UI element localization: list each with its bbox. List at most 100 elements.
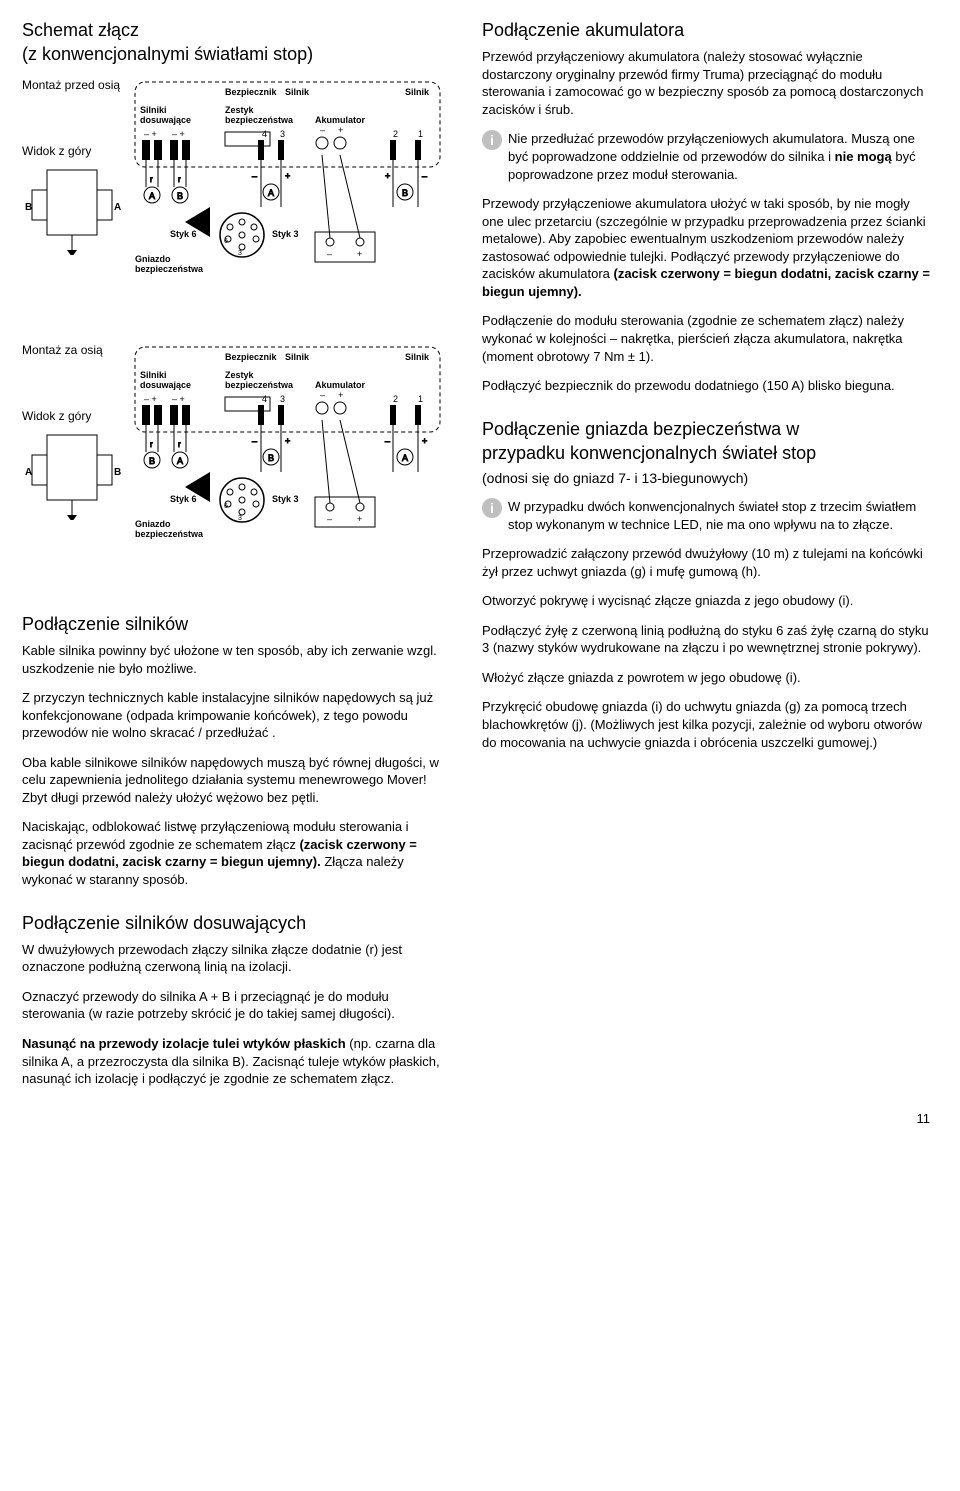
p-ak-4: Podłączyć bezpiecznik do przewodu dodatn… xyxy=(482,377,930,395)
svg-text:A: A xyxy=(268,188,274,198)
svg-text:4: 4 xyxy=(262,129,267,139)
note-ak-b: nie mogą xyxy=(835,149,892,164)
svg-text:r: r xyxy=(178,175,181,184)
svg-text:2: 2 xyxy=(393,394,398,404)
svg-text:bezpieczeństwa: bezpieczeństwa xyxy=(135,529,204,539)
terminals-row: – + – + 43 –+ 21 xyxy=(142,125,423,160)
p-ak-3: Podłączenie do modułu sterowania (zgodni… xyxy=(482,312,930,365)
svg-text:A: A xyxy=(149,191,155,201)
p-dos-3a: Nasunąć na przewody izolacje tulei wtykó… xyxy=(22,1036,346,1051)
sec-dosuw: Podłączenie silników dosuwających xyxy=(22,911,452,935)
diagram-1: Montaż przed osią Widok z góry Bezpieczn… xyxy=(22,77,452,325)
note-akum: i Nie przedłużać przewodów przyłączeniow… xyxy=(482,130,930,183)
svg-text:r: r xyxy=(178,440,181,449)
p-gn-3: Podłączyć żyłę z czerwoną linią podłużną… xyxy=(482,622,930,657)
svg-text:A: A xyxy=(402,453,408,463)
svg-text:– +: – + xyxy=(172,394,185,404)
p-sil-1: Kable silnika powinny być ułożone w ten … xyxy=(22,642,452,677)
t1-l1: Schemat złącz xyxy=(22,20,139,40)
svg-text:– +: – + xyxy=(144,394,157,404)
svg-text:A: A xyxy=(25,467,32,478)
lbl-zb1: Zestyk xyxy=(225,105,255,115)
battery-icon xyxy=(315,232,375,262)
diagram-2-svg: Bezpiecznik Silnik Silnik Silniki dosuwa… xyxy=(130,342,450,572)
svg-text:B: B xyxy=(177,191,183,201)
lbl-sd2: dosuwające xyxy=(140,115,191,125)
diagram-1-svg: Bezpiecznik Silnik Silnik Silniki dosuwa… xyxy=(130,77,450,307)
svg-text:3: 3 xyxy=(280,129,285,139)
p-dos-3: Nasunąć na przewody izolacje tulei wtykó… xyxy=(22,1035,452,1088)
svg-text:dosuwające: dosuwające xyxy=(140,380,191,390)
svg-text:+: + xyxy=(285,436,290,446)
svg-text:r: r xyxy=(150,440,153,449)
p-ak-1: Przewód przyłączeniowy akumulatora (nale… xyxy=(482,48,930,118)
p-gn-2: Otworzyć pokrywę i wycisnąć złącze gniaz… xyxy=(482,592,930,610)
svg-text:1: 1 xyxy=(418,129,423,139)
svg-text:2: 2 xyxy=(393,129,398,139)
svg-text:B: B xyxy=(114,467,121,478)
d1-view: Widok z góry xyxy=(22,143,122,159)
svg-text:1: 1 xyxy=(418,394,423,404)
svg-text:3: 3 xyxy=(280,394,285,404)
lbl-silnik2: Silnik xyxy=(405,87,430,97)
d2-view: Widok z góry xyxy=(22,408,122,424)
t1-l2: (z konwencjonalnymi światłami stop) xyxy=(22,44,313,64)
svg-text:6: 6 xyxy=(224,503,228,510)
svg-text:3: 3 xyxy=(238,250,242,257)
lbl-gn1: Gniazdo xyxy=(135,254,171,264)
info-icon: i xyxy=(482,130,502,150)
svg-text:Bezpiecznik: Bezpiecznik xyxy=(225,352,278,362)
svg-text:+: + xyxy=(385,171,390,181)
sec-silnikow: Podłączenie silników xyxy=(22,612,452,636)
info-icon: i xyxy=(482,498,502,518)
svg-text:Silniki: Silniki xyxy=(140,370,167,380)
svg-text:–: – xyxy=(252,436,257,446)
svg-text:– +: – + xyxy=(172,129,185,139)
svg-text:+: + xyxy=(357,249,362,259)
svg-text:+: + xyxy=(338,125,343,135)
sec-gniazdo: Podłączenie gniazda bezpieczeństwa w prz… xyxy=(482,417,930,466)
svg-text:+: + xyxy=(338,390,343,400)
note-gniazdo: i W przypadku dwóch konwencjonalnych świ… xyxy=(482,498,930,533)
svg-text:–: – xyxy=(327,249,332,259)
p-sil-3: Oba kable silnikowe silników napędowych … xyxy=(22,754,452,807)
svg-text:–: – xyxy=(422,171,427,181)
svg-text:4: 4 xyxy=(262,394,267,404)
svg-text:Styk 6: Styk 6 xyxy=(170,494,197,504)
sg-l2: przypadku konwencjonalnych świateł stop xyxy=(482,443,816,463)
lbl-akum: Akumulator xyxy=(315,115,366,125)
svg-text:–: – xyxy=(252,171,257,181)
svg-text:3: 3 xyxy=(238,515,242,522)
p-gn-5: Przykręcić obudowę gniazda (i) do uchwyt… xyxy=(482,698,930,751)
p-sil-4: Naciskając, odblokować listwę przyłączen… xyxy=(22,818,452,888)
svg-text:bezpieczeństwa: bezpieczeństwa xyxy=(225,380,294,390)
socket-icon: 63 xyxy=(220,213,264,257)
svg-text:6: 6 xyxy=(224,238,228,245)
svg-text:B: B xyxy=(25,202,32,213)
sg-l1: Podłączenie gniazda bezpieczeństwa w xyxy=(482,419,799,439)
lbl-bezp: Bezpiecznik xyxy=(225,87,278,97)
lbl-gn2: bezpieczeństwa xyxy=(135,264,204,274)
sec-akum: Podłączenie akumulatora xyxy=(482,18,930,42)
lbl-styk6a: Styk 6 xyxy=(170,229,197,239)
svg-text:+: + xyxy=(357,514,362,524)
sec-gniazdo-sub: (odnosi się do gniazd 7- i 13-biegunowyc… xyxy=(482,469,930,488)
d1-mount: Montaż przed osią xyxy=(22,77,122,93)
p-sil-2: Z przyczyn technicznych kable instalacyj… xyxy=(22,689,452,742)
svg-text:–: – xyxy=(385,436,390,446)
svg-text:–: – xyxy=(320,125,325,135)
p-gn-4: Włożyć złącze gniazda z powrotem w jego … xyxy=(482,669,930,687)
trailer-view-1: B A xyxy=(22,165,122,255)
note-gn-text: W przypadku dwóch konwencjonalnych świat… xyxy=(508,498,930,533)
svg-text:Zestyk: Zestyk xyxy=(225,370,255,380)
svg-text:A: A xyxy=(114,202,121,213)
svg-text:B: B xyxy=(268,453,274,463)
svg-text:B: B xyxy=(149,456,155,466)
svg-text:Styk 3: Styk 3 xyxy=(272,494,299,504)
svg-text:–: – xyxy=(320,390,325,400)
diagram-2: Montaż za osią Widok z góry Bezpiecznik … xyxy=(22,342,452,590)
lbl-silnik1: Silnik xyxy=(285,87,310,97)
title-schemat: Schemat złącz (z konwencjonalnymi światł… xyxy=(22,18,452,67)
svg-text:+: + xyxy=(422,436,427,446)
svg-text:A: A xyxy=(177,456,183,466)
